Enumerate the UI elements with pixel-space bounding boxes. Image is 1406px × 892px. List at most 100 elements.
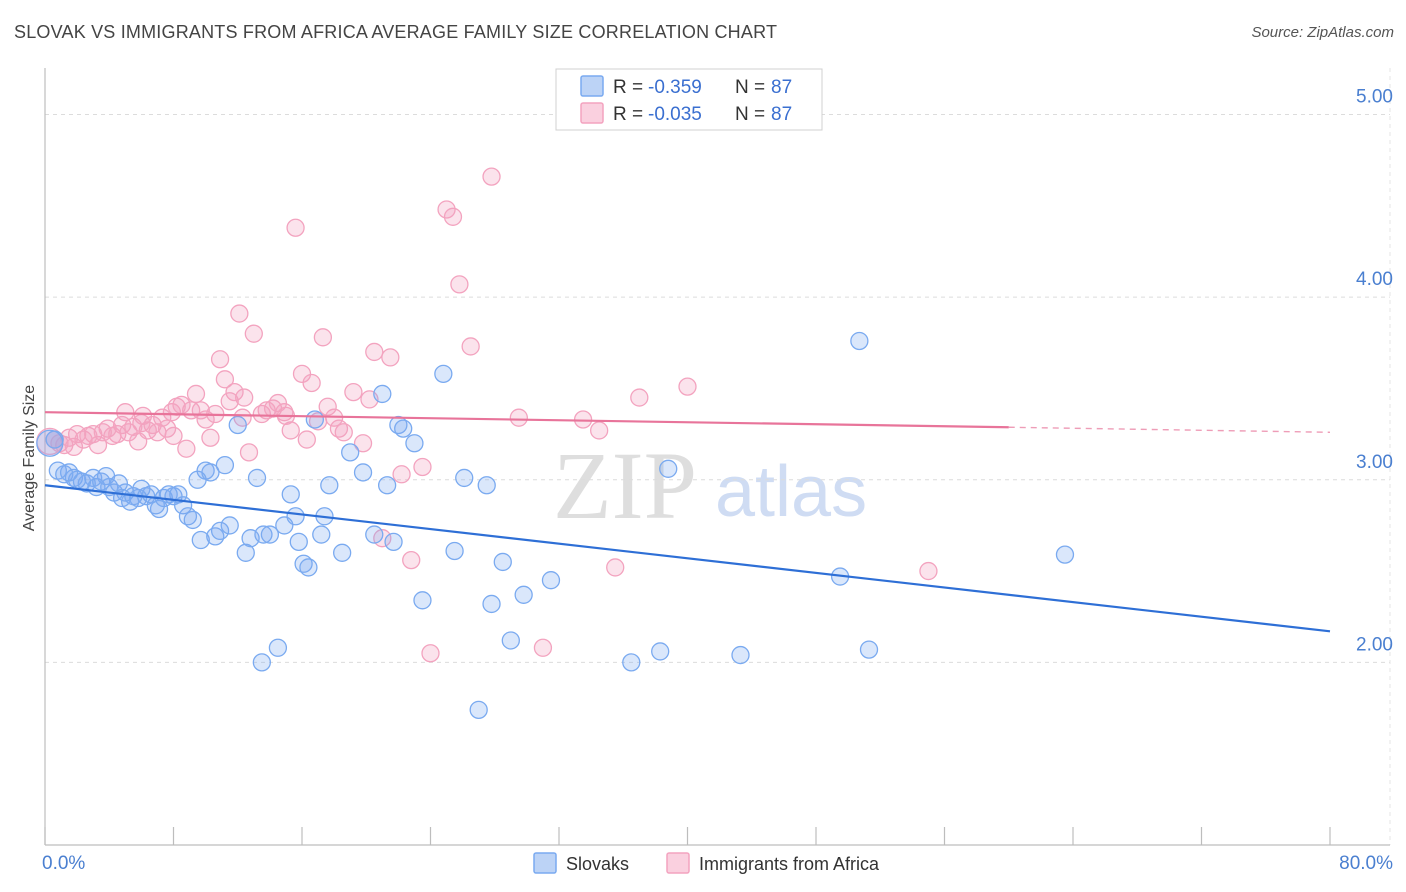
africa-point-53 xyxy=(302,373,321,393)
legend-swatch-africa xyxy=(580,102,604,124)
africa-point-17 xyxy=(119,423,138,442)
africa-point-74 xyxy=(482,167,501,186)
slovaks-point-77 xyxy=(514,585,533,604)
africa-point-68 xyxy=(413,457,432,477)
slovaks-point-68 xyxy=(413,591,432,610)
grid-lines xyxy=(45,68,1391,845)
africa-point-59 xyxy=(334,423,353,442)
africa-point-36 xyxy=(210,350,230,369)
slovaks-point-59 xyxy=(341,443,360,462)
africa-point-51 xyxy=(292,364,312,383)
slovaks-point-50 xyxy=(286,507,305,526)
slovaks-point-84 xyxy=(850,331,869,351)
africa-point-82 xyxy=(919,561,938,581)
africa-point-63 xyxy=(365,342,384,362)
slovaks-point-1 xyxy=(45,430,64,449)
slovaks-point-58 xyxy=(333,543,352,562)
africa-point-78 xyxy=(590,421,609,440)
africa-point-56 xyxy=(318,397,337,416)
slovaks-point-57 xyxy=(320,476,339,495)
africa-point-72 xyxy=(450,275,469,294)
watermark-atlas: atlas xyxy=(715,452,867,532)
tick-labels: 2.00 3.00 4.00 5.00 0.0% 80.0% xyxy=(42,87,1393,874)
slovaks-point-53 xyxy=(299,558,318,577)
series-legend: Slovaks Immigrants from Africa xyxy=(533,852,880,874)
slovaks-point-63 xyxy=(377,476,397,495)
africa-point-39 xyxy=(225,382,244,402)
slovaks-point-71 xyxy=(455,468,474,488)
africa-point-80 xyxy=(630,388,649,407)
legend-r-label-2: R = xyxy=(613,104,643,125)
slovaks-point-64 xyxy=(384,532,403,552)
series-legend-label-africa: Immigrants from Africa xyxy=(699,854,880,874)
slovaks-point-86 xyxy=(1055,545,1075,564)
slovaks-point-39 xyxy=(215,456,235,475)
slovaks-point-85 xyxy=(859,640,879,659)
slovaks-point-36 xyxy=(201,463,220,482)
slovaks-point-61 xyxy=(365,525,384,544)
legend-r-label-1: R = xyxy=(613,77,643,98)
slovaks-point-55 xyxy=(312,525,331,544)
legend-n-label-2: N = xyxy=(735,104,765,125)
africa-point-42 xyxy=(239,443,259,462)
africa-point-40 xyxy=(230,304,249,323)
slovaks-point-60 xyxy=(353,463,373,482)
africa-point-49 xyxy=(281,421,300,440)
stats-legend: R = -0.359 N = 87 R = -0.035 N = 87 xyxy=(555,68,823,131)
africa-point-84 xyxy=(164,426,183,446)
africa-point-75 xyxy=(509,408,528,427)
africa-point-61 xyxy=(353,434,373,453)
x-tick-label-1: 80.0% xyxy=(1339,853,1393,874)
y-tick-label-0: 2.00 xyxy=(1356,634,1393,655)
africa-point-65 xyxy=(381,348,400,367)
slovaks-point-44 xyxy=(247,468,267,488)
slovaks-point-82 xyxy=(731,645,750,665)
slovaks-point-62 xyxy=(373,384,392,404)
series-legend-swatch-slovaks xyxy=(533,852,557,874)
africa-point-55 xyxy=(313,328,333,347)
slovaks-point-45 xyxy=(254,525,273,544)
africa-point-81 xyxy=(678,377,697,396)
series-legend-swatch-africa xyxy=(666,852,690,874)
slovaks-point-75 xyxy=(493,552,512,572)
source-label: Source: ZipAtlas.com xyxy=(1251,24,1394,41)
africa-point-25 xyxy=(157,419,177,438)
slovaks-point-87 xyxy=(252,653,271,672)
slovaks-point-40 xyxy=(220,516,239,535)
slovaks-point-37 xyxy=(206,527,225,546)
slovaks-point-72 xyxy=(469,700,488,720)
slovaks-point-79 xyxy=(622,653,641,672)
africa-point-26 xyxy=(162,403,182,422)
slovaks-point-34 xyxy=(191,530,210,550)
y-axis-label: Average Family Size xyxy=(21,385,38,532)
axes xyxy=(44,68,1390,846)
slovaks-trend-line xyxy=(44,484,1331,633)
slovaks-point-25 xyxy=(149,499,169,519)
series-legend-label-slovaks: Slovaks xyxy=(566,854,629,874)
slovaks-point-51 xyxy=(289,532,308,552)
y-tick-label-1: 3.00 xyxy=(1356,452,1393,473)
africa-point-20 xyxy=(133,406,153,425)
africa-point-70 xyxy=(437,200,456,219)
africa-point-43 xyxy=(244,324,263,343)
africa-point-50 xyxy=(286,218,305,237)
trend-lines xyxy=(44,411,1331,633)
slovaks-point-32 xyxy=(183,510,202,530)
legend-swatch-slovaks xyxy=(580,75,604,97)
africa-point-69 xyxy=(421,644,440,663)
africa-point-37 xyxy=(215,370,235,389)
slovaks-point-80 xyxy=(651,642,670,661)
slovaks-point-67 xyxy=(405,434,424,453)
africa-trend-line xyxy=(44,411,1009,429)
slovaks-point-78 xyxy=(541,571,561,590)
watermark-zip: ZIP xyxy=(553,432,697,539)
slovaks-point-66 xyxy=(394,419,413,438)
africa-point-29 xyxy=(177,439,196,458)
slovaks-point-76 xyxy=(501,631,520,650)
africa-point-76 xyxy=(533,638,553,657)
y-tick-label-3: 5.00 xyxy=(1356,87,1393,108)
africa-point-67 xyxy=(402,550,421,570)
africa-point-85 xyxy=(132,413,151,433)
africa-point-38 xyxy=(220,392,239,411)
